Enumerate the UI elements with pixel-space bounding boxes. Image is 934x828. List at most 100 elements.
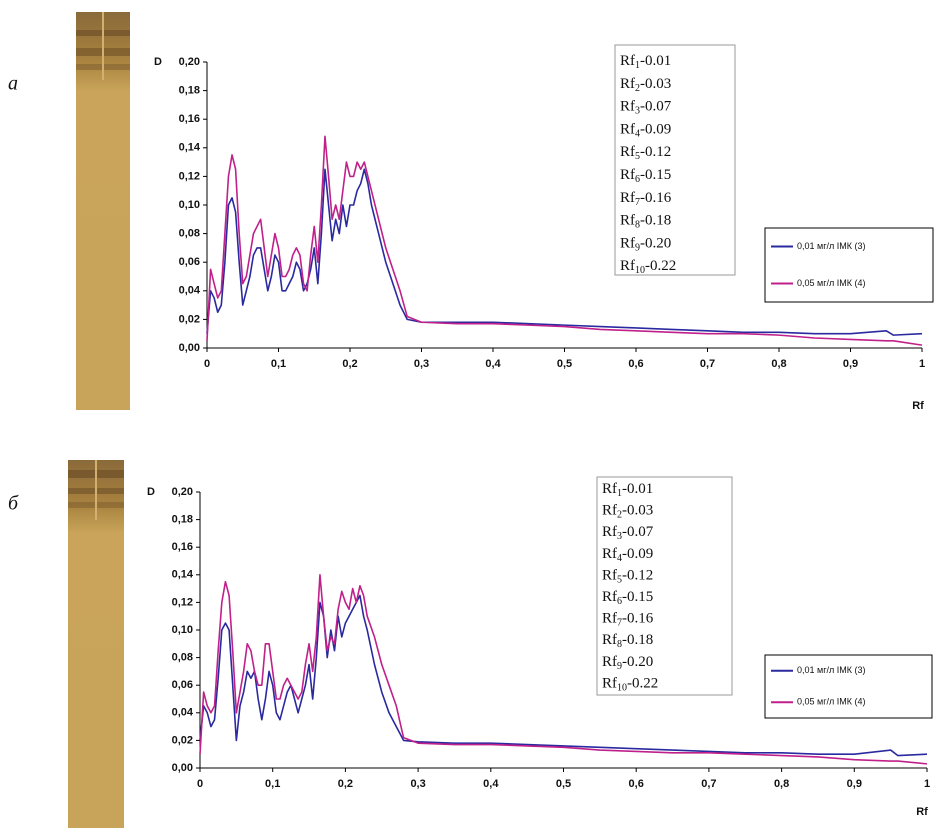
y-tick-label: 0,06 bbox=[179, 256, 200, 268]
x-tick-label: 0,6 bbox=[628, 358, 643, 370]
y-tick-label: 0,04 bbox=[172, 707, 194, 719]
annotation-sub: 5 bbox=[617, 575, 622, 586]
annotation-base: Rf bbox=[620, 145, 635, 161]
legend-box bbox=[764, 654, 933, 719]
annotation-rest: -0.09 bbox=[622, 546, 653, 562]
annotation-rest: -0.03 bbox=[640, 76, 671, 92]
annotation-sub: 3 bbox=[617, 531, 622, 542]
annotation-base: Rf bbox=[620, 213, 635, 229]
gel-strip-b bbox=[68, 460, 124, 828]
annotation-line: Rf2-0.03 bbox=[602, 503, 653, 521]
series-line bbox=[199, 594, 928, 757]
annotation-sub: 8 bbox=[617, 639, 622, 650]
annotation-sub: 9 bbox=[617, 661, 622, 672]
annotation-rest: -0.07 bbox=[622, 525, 654, 541]
annotation-rest: -0.07 bbox=[640, 99, 672, 115]
panel-label: а bbox=[8, 73, 18, 95]
annotation-sub: 10 bbox=[635, 265, 645, 276]
annotation-base: Rf bbox=[620, 99, 635, 115]
annotation-base: Rf bbox=[620, 53, 635, 69]
y-tick-label: 0,04 bbox=[179, 285, 201, 297]
annotation-box bbox=[596, 476, 733, 696]
x-tick-label: 0,3 bbox=[410, 778, 425, 790]
x-tick-label: 0,8 bbox=[771, 358, 786, 370]
x-axis-label: Rf bbox=[916, 806, 928, 818]
annotation-line: Rf6-0.15 bbox=[620, 167, 671, 185]
x-axis-label: Rf bbox=[912, 400, 924, 412]
y-tick-label: 0,06 bbox=[172, 679, 193, 691]
annotation-base: Rf bbox=[620, 259, 635, 275]
legend-label: 0,01 мг/л ІМК (3) bbox=[797, 241, 865, 251]
annotation-line: Rf4-0.09 bbox=[620, 122, 671, 140]
y-tick-label: 0,16 bbox=[179, 113, 200, 125]
y-tick-label: 0,08 bbox=[172, 652, 193, 664]
annotation-line: Rf1-0.01 bbox=[620, 53, 671, 71]
x-tick-label: 0,4 bbox=[485, 358, 501, 370]
annotation-base: Rf bbox=[620, 236, 635, 252]
annotation-base: Rf bbox=[602, 525, 617, 541]
annotation-line: Rf8-0.18 bbox=[620, 213, 671, 231]
annotation-sub: 2 bbox=[635, 83, 640, 94]
annotation-line: Rf6-0.15 bbox=[602, 589, 653, 607]
annotation-base: Rf bbox=[620, 76, 635, 92]
x-tick-label: 0,2 bbox=[338, 778, 353, 790]
y-tick-label: 0,00 bbox=[179, 342, 200, 354]
annotation-sub: 7 bbox=[617, 618, 622, 629]
x-tick-label: 0,8 bbox=[774, 778, 789, 790]
annotation-line: Rf7-0.16 bbox=[602, 611, 654, 629]
annotation-line: Rf10-0.22 bbox=[602, 676, 658, 694]
x-tick-label: 0,7 bbox=[701, 778, 716, 790]
x-tick-label: 0,6 bbox=[629, 778, 644, 790]
annotation-sub: 3 bbox=[635, 106, 640, 117]
annotation-line: Rf9-0.20 bbox=[620, 236, 671, 254]
annotation-line: Rf1-0.01 bbox=[602, 481, 653, 499]
y-tick-label: 0,16 bbox=[172, 541, 193, 553]
x-tick-label: 1 bbox=[924, 778, 930, 790]
annotation-sub: 1 bbox=[617, 488, 622, 499]
annotation-line: Rf4-0.09 bbox=[602, 546, 653, 564]
y-axis-label: D bbox=[154, 56, 162, 68]
annotation-line: Rf3-0.07 bbox=[620, 99, 672, 117]
annotation-line: Rf5-0.12 bbox=[620, 145, 671, 163]
annotation-line: Rf2-0.03 bbox=[620, 76, 671, 94]
y-tick-label: 0,14 bbox=[179, 142, 201, 154]
x-tick-label: 0,5 bbox=[557, 358, 572, 370]
y-tick-label: 0,12 bbox=[172, 596, 193, 608]
annotation-sub: 6 bbox=[635, 174, 640, 185]
annotation-sub: 7 bbox=[635, 197, 640, 208]
annotation-base: Rf bbox=[602, 503, 617, 519]
series-line bbox=[206, 168, 923, 336]
y-tick-label: 0,18 bbox=[179, 85, 200, 97]
y-tick-label: 0,20 bbox=[172, 486, 193, 498]
annotation-line: Rf8-0.18 bbox=[602, 633, 653, 651]
annotation-rest: -0.12 bbox=[622, 568, 653, 584]
annotation-line: Rf5-0.12 bbox=[602, 568, 653, 586]
annotation-base: Rf bbox=[602, 589, 617, 605]
annotation-rest: -0.15 bbox=[622, 589, 653, 605]
legend-label: 0,05 мг/л ІМК (4) bbox=[797, 278, 865, 288]
annotation-base: Rf bbox=[602, 546, 617, 562]
annotation-base: Rf bbox=[602, 633, 617, 649]
gel-strip-a bbox=[76, 12, 130, 410]
x-tick-label: 0,1 bbox=[271, 358, 286, 370]
y-tick-label: 0,08 bbox=[179, 228, 200, 240]
annotation-sub: 10 bbox=[617, 683, 627, 694]
annotation-rest: -0.20 bbox=[640, 236, 671, 252]
annotation-base: Rf bbox=[602, 676, 617, 692]
x-tick-label: 0 bbox=[204, 358, 210, 370]
annotation-sub: 4 bbox=[617, 553, 622, 564]
x-tick-label: 0,9 bbox=[847, 778, 862, 790]
y-tick-label: 0,18 bbox=[172, 514, 193, 526]
annotation-box bbox=[614, 44, 736, 276]
legend-label: 0,01 мг/л ІМК (3) bbox=[797, 665, 865, 675]
panel-label: б bbox=[8, 493, 19, 515]
legend-box bbox=[764, 227, 934, 303]
annotation-rest: -0.09 bbox=[640, 122, 671, 138]
y-axis-label: D bbox=[147, 486, 155, 498]
legend-label: 0,05 мг/л ІМК (4) bbox=[797, 697, 865, 707]
x-tick-label: 0,3 bbox=[414, 358, 429, 370]
annotation-rest: -0.16 bbox=[640, 190, 672, 206]
y-tick-label: 0,00 bbox=[172, 762, 193, 774]
annotation-base: Rf bbox=[620, 167, 635, 183]
series-line bbox=[206, 135, 923, 346]
